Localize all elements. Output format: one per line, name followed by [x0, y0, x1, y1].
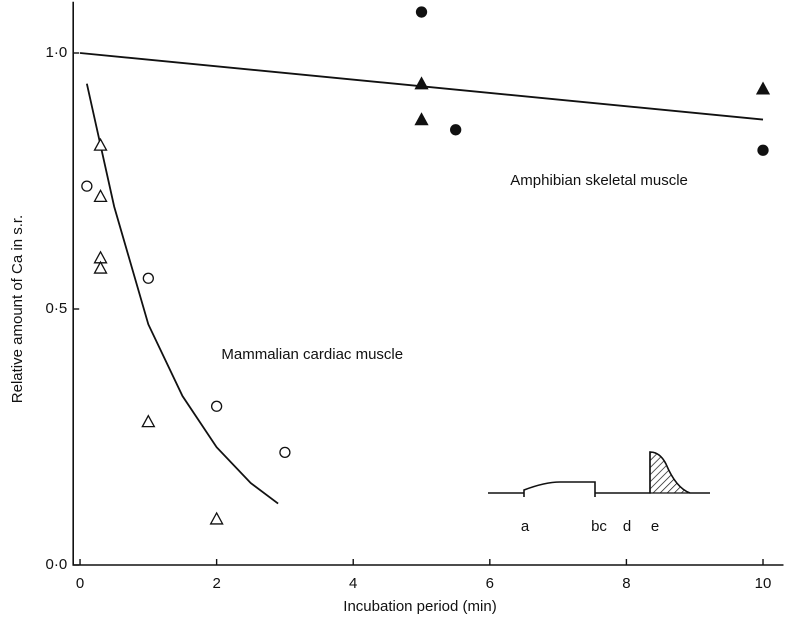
point: [414, 112, 429, 126]
inset-label: bc: [591, 518, 607, 535]
point: [142, 272, 154, 284]
inset-label: e: [651, 518, 659, 535]
point: [414, 76, 429, 90]
point: [141, 414, 156, 428]
annotation: Amphibian skeletal muscle: [510, 172, 688, 189]
point: [415, 6, 428, 18]
y-tick-label: 1·0: [46, 44, 68, 61]
fit-line: [85, 83, 279, 505]
point: [755, 81, 771, 95]
x-tick-label: 4: [349, 575, 357, 592]
point: [81, 180, 93, 192]
inset-label: d: [623, 518, 631, 535]
x-tick-label: 10: [755, 575, 772, 592]
y-tick-label: 0·5: [46, 300, 68, 317]
annotation: Mammalian cardiac muscle: [221, 346, 403, 363]
x-tick-label: 8: [622, 575, 630, 592]
point: [93, 189, 108, 203]
point: [279, 446, 291, 459]
inset-trace: [488, 451, 710, 497]
point: [210, 400, 223, 412]
x-tick-label: 2: [212, 575, 220, 592]
point: [209, 511, 224, 525]
point: [93, 137, 108, 151]
x-axis-label: Incubation period (min): [343, 598, 496, 615]
x-tick-label: 6: [486, 575, 494, 592]
point: [757, 144, 769, 156]
y-axis-label: Relative amount of Ca in s.r.: [9, 215, 26, 403]
inset-label: a: [521, 518, 530, 535]
y-tick-label: 0·0: [46, 556, 68, 573]
x-tick-label: 0: [76, 575, 84, 592]
point: [450, 124, 462, 136]
point: [93, 260, 108, 274]
